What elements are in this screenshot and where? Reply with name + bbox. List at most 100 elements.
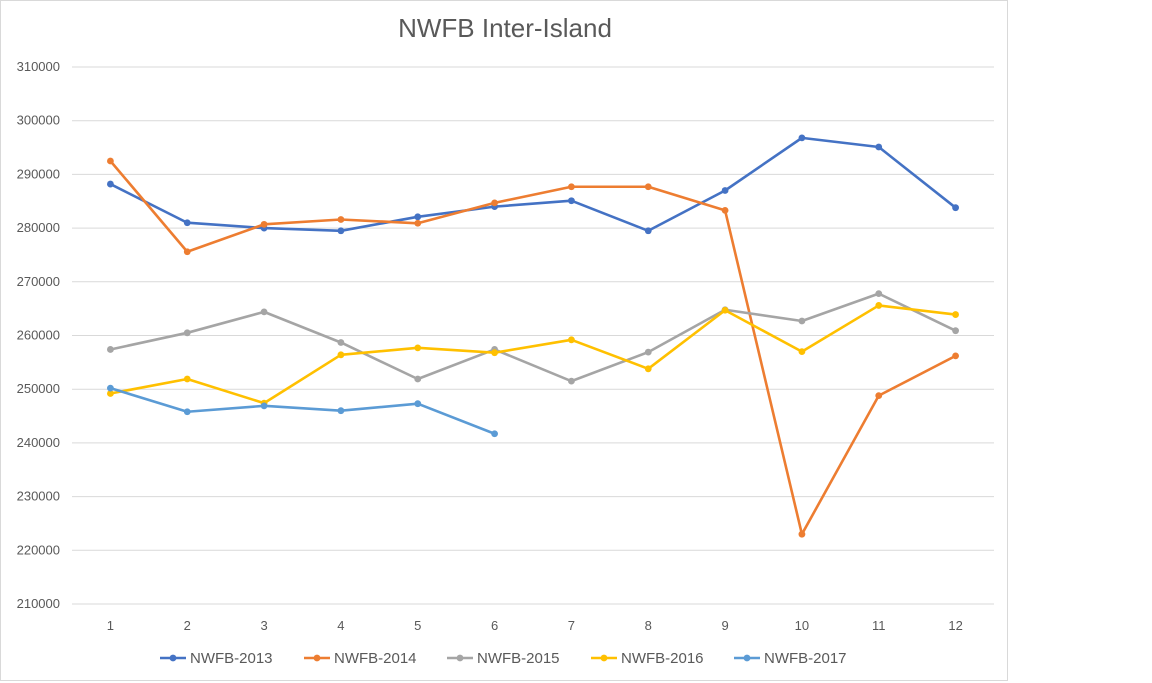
data-point: [952, 352, 959, 360]
series-line: [109, 136, 957, 233]
data-point: [414, 400, 422, 408]
y-tick-label: 270000: [17, 274, 60, 289]
data-point: [952, 327, 959, 335]
data-point: [721, 187, 729, 194]
x-tick-label: 11: [872, 618, 886, 633]
legend-marker: [600, 654, 608, 662]
x-tick-label: 4: [337, 618, 344, 633]
data-point: [875, 302, 883, 309]
legend-label: NWFB-2015: [477, 650, 560, 667]
y-tick-label: 250000: [17, 381, 60, 396]
data-point: [183, 375, 191, 383]
data-point: [491, 199, 498, 207]
legend-label: NWFB-2013: [190, 650, 273, 667]
series-nwfb-2013: [107, 134, 959, 235]
series-line: [109, 386, 496, 436]
data-point: [568, 377, 575, 385]
x-tick-label: 5: [414, 618, 421, 633]
data-point: [107, 346, 114, 353]
series-nwfb-2016: [107, 302, 959, 407]
legend-label: NWFB-2016: [621, 650, 704, 667]
data-point: [414, 375, 422, 383]
data-point: [491, 430, 498, 438]
y-tick-label: 230000: [17, 489, 60, 504]
y-tick-label: 310000: [17, 59, 60, 74]
data-point: [260, 308, 268, 316]
y-tick-label: 280000: [17, 220, 60, 235]
data-point: [337, 351, 345, 359]
legend-marker: [169, 654, 177, 662]
y-tick-label: 240000: [17, 435, 60, 450]
data-point: [183, 329, 191, 337]
data-point: [337, 216, 345, 223]
x-tick-label: 7: [568, 618, 575, 633]
line-chart: 210000 220000 230000 240000 250000 260000 2700…: [17, 59, 994, 667]
series-nwfb-2015: [107, 290, 959, 385]
data-point: [798, 134, 806, 142]
series-nwfb-2014: [107, 157, 959, 538]
data-point: [568, 183, 575, 191]
y-axis-ticks: 210000 220000 230000 240000 250000 260000 2700…: [17, 59, 60, 611]
data-point: [798, 530, 806, 538]
series-line: [109, 304, 957, 405]
data-point: [337, 339, 345, 346]
legend-entry: NWFB-2015: [447, 650, 560, 667]
data-point: [337, 407, 345, 415]
legend-marker: [313, 654, 321, 662]
data-point: [414, 344, 422, 352]
data-point: [183, 248, 191, 256]
data-point: [491, 349, 498, 357]
data-point: [107, 157, 114, 165]
data-point: [721, 206, 729, 214]
data-point: [414, 213, 422, 221]
data-point: [414, 219, 422, 227]
data-point: [952, 204, 959, 212]
legend-marker: [456, 654, 464, 662]
series-lines: [107, 134, 959, 538]
data-point: [644, 183, 652, 191]
legend-label: NWFB-2017: [764, 650, 847, 667]
gridlines: [72, 66, 994, 605]
legend-entry: NWFB-2014: [304, 650, 417, 667]
y-tick-label: 260000: [17, 328, 60, 343]
y-tick-label: 290000: [17, 166, 60, 181]
legend-entry: NWFB-2017: [734, 650, 847, 667]
series-nwfb-2017: [107, 384, 498, 438]
x-tick-label: 10: [795, 618, 809, 633]
data-point: [568, 197, 575, 205]
x-tick-label: 12: [948, 618, 962, 633]
chart-title: NWFB Inter-Island: [398, 13, 612, 43]
data-point: [952, 311, 959, 318]
x-tick-label: 1: [107, 618, 114, 633]
data-point: [798, 348, 806, 356]
x-tick-label: 2: [184, 618, 191, 633]
x-tick-label: 8: [645, 618, 652, 633]
legend-entry: NWFB-2013: [160, 650, 273, 667]
data-point: [107, 390, 114, 397]
data-point: [568, 336, 575, 344]
data-point: [875, 290, 883, 298]
data-point: [875, 143, 883, 151]
series-line: [109, 292, 957, 383]
data-point: [644, 365, 652, 373]
data-point: [337, 227, 345, 235]
y-tick-label: 220000: [17, 542, 60, 557]
data-point: [644, 227, 652, 235]
legend-marker: [743, 654, 751, 662]
series-line: [109, 159, 957, 536]
data-point: [260, 402, 268, 410]
chart-area: NWFB Inter-Island: [0, 0, 1008, 681]
data-point: [107, 180, 114, 188]
data-point: [107, 384, 114, 392]
data-point: [183, 219, 191, 227]
data-point: [260, 220, 268, 228]
data-point: [183, 408, 191, 416]
data-point: [798, 317, 806, 325]
data-point: [644, 348, 652, 356]
x-tick-label: 6: [491, 618, 498, 633]
data-point: [721, 306, 729, 314]
y-tick-label: 210000: [17, 596, 60, 611]
x-tick-label: 9: [721, 618, 728, 633]
y-tick-label: 300000: [17, 113, 60, 128]
x-axis-ticks: 1 2 3 4 5 6 7 8 9 10 11 12: [107, 618, 963, 633]
